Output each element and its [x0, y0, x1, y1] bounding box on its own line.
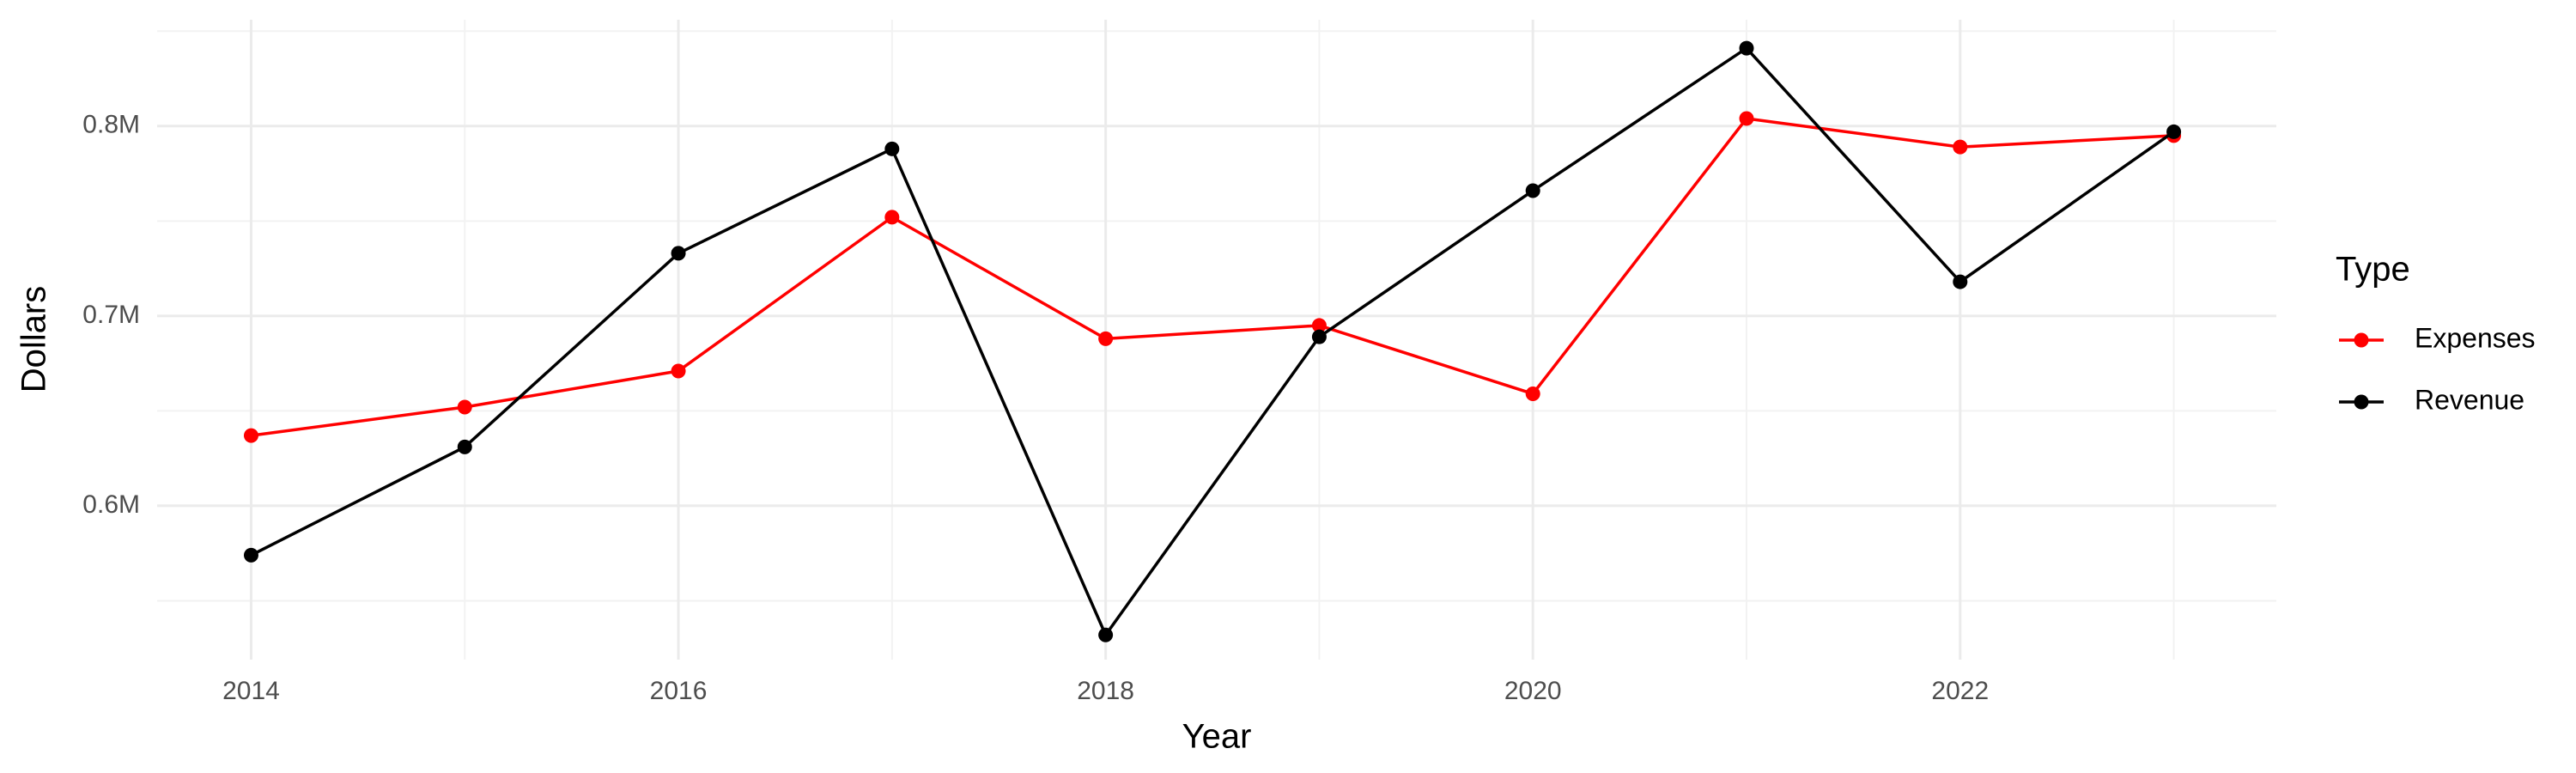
point	[884, 210, 900, 225]
point	[1311, 329, 1327, 344]
y-tick-label: 0.6M	[82, 490, 140, 519]
point	[671, 363, 686, 379]
legend-label: Expenses	[2415, 322, 2536, 353]
point	[1953, 274, 1968, 289]
point	[1953, 139, 1968, 155]
point	[457, 439, 472, 454]
point	[671, 246, 686, 261]
point	[1525, 386, 1540, 402]
y-tick-label: 0.7M	[82, 301, 140, 329]
series-line	[251, 117, 2174, 437]
legend-title: Type	[2336, 251, 2410, 289]
point	[1739, 40, 1754, 56]
point	[884, 141, 900, 156]
y-tick-label: 0.8M	[82, 111, 140, 139]
point	[1739, 111, 1754, 126]
legend-key	[2354, 394, 2369, 410]
point	[1525, 183, 1540, 198]
legend-key	[2354, 332, 2369, 348]
x-tick-label: 2014	[222, 677, 280, 705]
point	[1098, 331, 1114, 346]
x-tick-label: 2016	[650, 677, 708, 705]
x-tick-label: 2018	[1077, 677, 1134, 705]
point	[1098, 627, 1114, 642]
point	[457, 399, 472, 415]
x-axis-title: Year	[1182, 718, 1252, 756]
point	[1311, 318, 1327, 333]
legend-label: Revenue	[2415, 384, 2524, 415]
series-line	[250, 46, 2175, 638]
x-tick-label: 2020	[1504, 677, 1562, 705]
point	[2166, 124, 2182, 139]
point	[243, 547, 258, 563]
point	[243, 428, 258, 443]
x-tick-label: 2022	[1931, 677, 1989, 705]
y-axis-title: Dollars	[15, 286, 53, 393]
